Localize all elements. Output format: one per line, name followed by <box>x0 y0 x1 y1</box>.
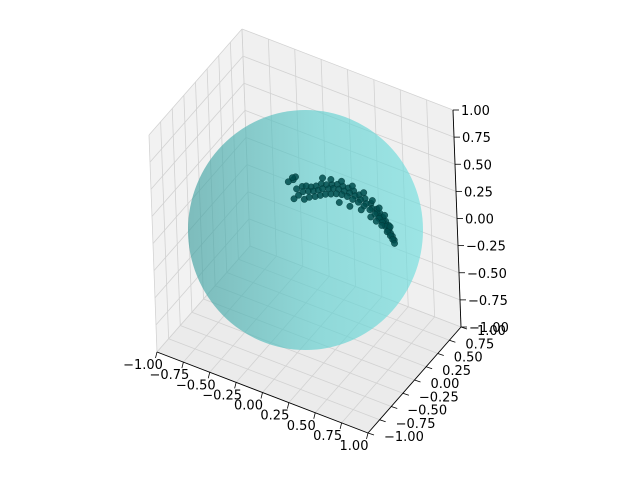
z-tick-label: 0.75 <box>462 131 491 146</box>
x-tick-mark <box>207 372 211 379</box>
scatter-point <box>284 178 292 186</box>
scatter-point <box>348 182 356 190</box>
x-tick-label: −0.75 <box>149 368 189 383</box>
scatter-point <box>343 193 351 200</box>
grid-z-leftwall <box>149 55 244 163</box>
z-tick-label: 0.25 <box>464 185 493 200</box>
y-tick-mark <box>367 432 375 436</box>
x-tick-mark <box>234 382 237 389</box>
scatter-point <box>349 196 357 203</box>
scatter-point <box>305 193 313 201</box>
grid-x-floor <box>314 306 409 414</box>
y-tick-mark <box>379 419 386 423</box>
grid-z-leftwall <box>148 28 243 136</box>
z-tick-label: −0.25 <box>466 240 506 255</box>
tick-labels: −1.00−0.75−0.50−0.250.000.250.500.751.00… <box>123 104 509 454</box>
scatter-point <box>360 189 368 197</box>
x-tick-label: −1.00 <box>123 358 163 373</box>
z-tick-label: 0.00 <box>465 213 494 228</box>
scatter-point <box>372 217 380 225</box>
x-tick-mark <box>313 412 316 419</box>
unit-sphere <box>188 110 423 350</box>
y-tick-label: 0.00 <box>431 377 460 392</box>
y-tick-label: −0.25 <box>419 390 459 405</box>
grid-x-floor <box>341 316 435 424</box>
x-tick-label: 0.00 <box>234 399 263 414</box>
y-tick-mark <box>402 392 410 396</box>
scatter-point <box>299 188 307 196</box>
y-tick-label: 1.00 <box>477 324 506 339</box>
x-tick-label: −0.25 <box>202 388 242 403</box>
scatter-point <box>354 198 362 206</box>
scatter-point <box>381 211 389 219</box>
scatter-point <box>335 199 343 206</box>
y-tick-label: −0.50 <box>407 404 447 419</box>
x-tick-mark <box>181 362 184 369</box>
z-tick-label: −0.50 <box>467 267 507 282</box>
scatter-point <box>368 197 376 204</box>
y-tick-label: 0.75 <box>465 337 494 352</box>
scatter-point <box>386 223 394 231</box>
x-tick-label: 0.25 <box>260 409 289 424</box>
x-tick-mark <box>286 402 290 409</box>
scatter-points <box>284 173 398 247</box>
scatter-point <box>319 174 326 182</box>
z-tick-label: 1.00 <box>461 104 490 119</box>
tick-marks <box>155 109 468 440</box>
scatter-point <box>327 176 335 183</box>
scatter-point <box>366 206 374 214</box>
scatter-point <box>290 195 298 203</box>
x-tick-label: 0.75 <box>313 429 342 444</box>
z-tick-label: −1.00 <box>469 321 509 336</box>
x-tick-mark <box>366 432 369 440</box>
scatter-point <box>391 239 398 247</box>
grid-z-backwall <box>242 55 455 138</box>
y-tick-mark <box>391 406 398 409</box>
y-tick-label: −0.75 <box>396 417 436 432</box>
scatter-point <box>346 202 354 210</box>
y-tick-label: 0.50 <box>454 351 483 366</box>
y-tick-mark <box>437 353 444 356</box>
y-tick-mark <box>425 366 433 370</box>
x-tick-label: 0.50 <box>287 419 316 434</box>
x-tick-label: 1.00 <box>340 439 369 454</box>
sphere-layer <box>188 110 423 350</box>
scatter-point <box>367 213 375 221</box>
scatter-point <box>338 177 345 185</box>
grid-z-leftwall <box>150 82 245 190</box>
x-tick-mark <box>155 351 158 359</box>
y-tick-label: −1.00 <box>384 430 424 445</box>
x-tick-mark <box>339 422 343 429</box>
y-tick-label: 0.25 <box>442 364 471 379</box>
y-tick-mark <box>449 339 456 343</box>
x-tick-mark <box>260 392 263 399</box>
grid-z-leftwall <box>151 110 246 217</box>
scatter-point <box>293 185 300 193</box>
x-tick-label: −0.50 <box>176 378 216 393</box>
scatter-point <box>357 206 365 214</box>
y-tick-mark <box>414 379 421 383</box>
z-tick-label: 0.50 <box>463 158 492 173</box>
grid-z-backwall <box>241 28 454 111</box>
scatter-point <box>378 222 386 229</box>
z-tick-label: −0.75 <box>468 294 508 309</box>
grid-x-backwall <box>426 99 436 317</box>
scatter-point <box>375 204 383 212</box>
scatter-point <box>289 174 296 182</box>
